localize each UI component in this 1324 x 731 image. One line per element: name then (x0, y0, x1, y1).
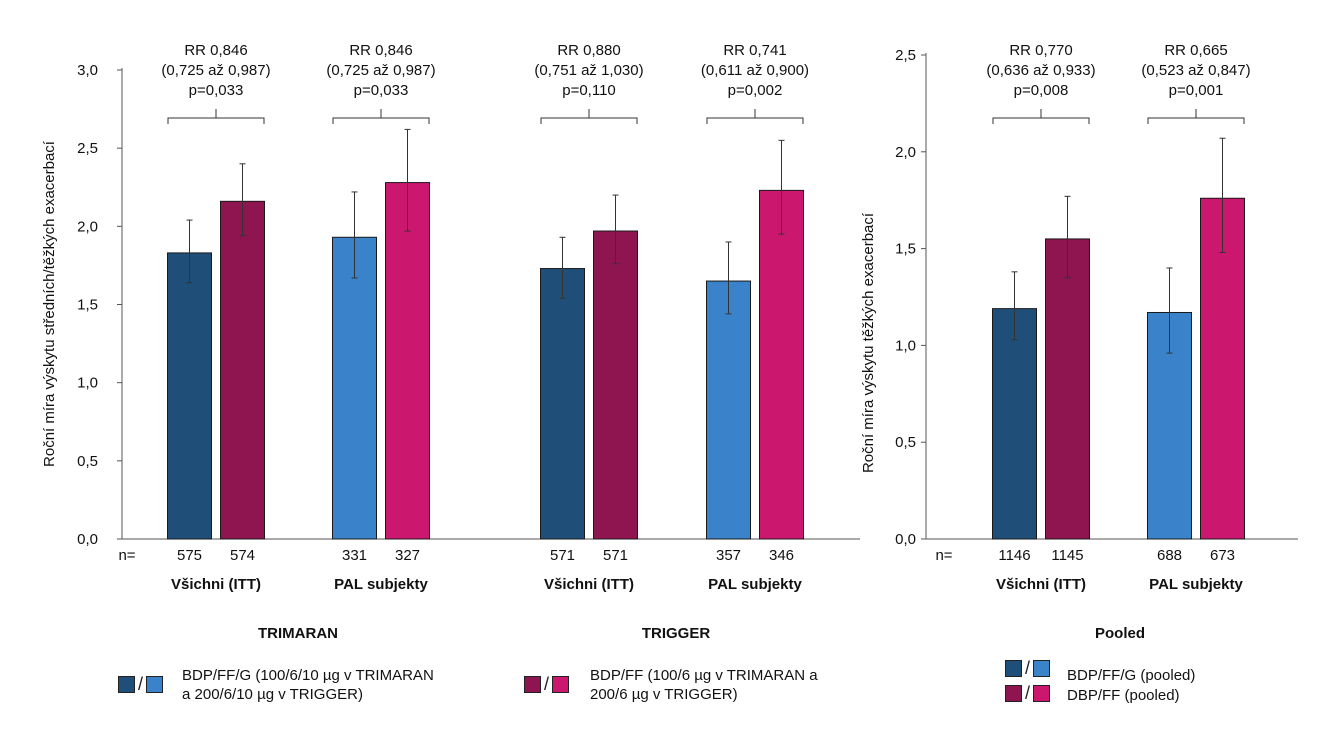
legend-swatch-light-magenta (552, 675, 570, 693)
legend-label-pooled-triple: BDP/FF/G (pooled) (1067, 667, 1196, 684)
legend-label-line: a 200/6/10 µg v TRIGGER) (182, 686, 363, 703)
legend-slash: / (138, 673, 144, 694)
study-title: TRIMARAN (258, 625, 338, 642)
rr-annotation: RR 0,880 (557, 42, 620, 59)
bar (540, 268, 585, 540)
y-tick-label: 0,5 (77, 453, 98, 470)
rr-annotation: p=0,033 (354, 82, 409, 99)
bar (1045, 238, 1090, 540)
y-tick-label: 3,0 (77, 62, 98, 79)
legend-label-line: 200/6 µg v TRIGGER) (590, 686, 738, 703)
n-value: 1146 (998, 547, 1030, 564)
legend-slash: / (544, 673, 550, 694)
rr-annotation: (0,725 až 0,987) (161, 62, 270, 79)
y-tick-label: 1,0 (77, 375, 98, 392)
n-value: 571 (550, 547, 575, 564)
y-tick-label: 1,5 (77, 297, 98, 314)
legend-swatch-light-blue (146, 675, 164, 693)
rr-annotation: RR 0,741 (723, 42, 786, 59)
legend-swatch-pooled-dual: / (1005, 682, 1051, 703)
rr-annotation: p=0,002 (728, 82, 783, 99)
rr-annotation: RR 0,846 (184, 42, 247, 59)
y-tick-label: 2,5 (77, 140, 98, 157)
rr-annotation: (0,751 až 1,030) (534, 62, 643, 79)
group-label: Všichni (ITT) (171, 576, 261, 593)
legend-label-line: BDP/FF (100/6 µg v TRIMARAN a (590, 667, 818, 684)
legend-swatch-dark-magenta (1005, 684, 1022, 702)
n-value: 574 (230, 547, 255, 564)
bar (992, 308, 1037, 540)
study-title: Pooled (1095, 625, 1145, 642)
y-tick-label: 2,5 (895, 47, 916, 64)
rr-annotation: (0,611 až 0,900) (701, 62, 809, 79)
rr-annotation: (0,523 až 0,847) (1141, 62, 1250, 79)
legend-slash: / (1025, 682, 1031, 703)
legend-swatch-light-blue (1033, 659, 1051, 677)
rr-annotation: p=0,110 (562, 82, 616, 99)
rr-annotation: p=0,001 (1169, 82, 1224, 99)
y-axis-label: Roční míra výskytu středních/těžkých exa… (41, 140, 58, 467)
comparison-bracket (706, 117, 804, 124)
group-label: PAL subjekty (708, 576, 802, 593)
legend-label-pooled-dual: DBP/FF (pooled) (1067, 687, 1180, 704)
y-tick-label: 1,0 (895, 337, 916, 354)
n-value: 1145 (1051, 547, 1083, 564)
group-label: PAL subjekty (1149, 576, 1243, 593)
n-value: 331 (342, 547, 367, 564)
bar (759, 189, 804, 540)
rr-annotation: RR 0,665 (1164, 42, 1227, 59)
group-label: Všichni (ITT) (544, 576, 634, 593)
n-value: 571 (603, 547, 628, 564)
n-value: 327 (395, 547, 420, 564)
legend-label-bdp-ff-g: BDP/FF/G (100/6/10 µg v TRIMARAN a 200/6… (182, 666, 434, 704)
legend-swatch-dark-blue (1005, 659, 1022, 677)
bar (220, 200, 265, 540)
n-value: 673 (1210, 547, 1235, 564)
bar (332, 236, 377, 540)
legend-label-line: BDP/FF/G (100/6/10 µg v TRIMARAN (182, 667, 434, 684)
legend-swatch-bdp-ff: / (524, 673, 570, 694)
comparison-bracket (1147, 117, 1245, 124)
y-tick-label: 0,0 (895, 531, 916, 548)
y-tick-label: 2,0 (895, 144, 916, 161)
comparison-bracket (332, 117, 430, 124)
rr-annotation: RR 0,770 (1009, 42, 1072, 59)
group-label: Všichni (ITT) (996, 576, 1086, 593)
y-axis-label: Roční míra výskytu těžkých exacerbací (860, 212, 877, 473)
legend-slash: / (1025, 657, 1031, 678)
rr-annotation: p=0,008 (1014, 82, 1069, 99)
legend-label-bdp-ff: BDP/FF (100/6 µg v TRIMARAN a 200/6 µg v… (590, 666, 818, 704)
n-label: n= (935, 547, 952, 564)
n-value: 688 (1157, 547, 1182, 564)
y-tick-label: 0,0 (77, 531, 98, 548)
rr-annotation: p=0,033 (189, 82, 244, 99)
n-value: 575 (177, 547, 202, 564)
n-value: 346 (769, 547, 794, 564)
legend-swatch-light-magenta (1033, 684, 1051, 702)
rr-annotation: (0,725 až 0,987) (326, 62, 435, 79)
bar (593, 230, 638, 540)
n-value: 357 (716, 547, 741, 564)
legend-swatch-pooled-triple: / (1005, 657, 1051, 678)
comparison-bracket (540, 117, 638, 124)
group-label: PAL subjekty (334, 576, 428, 593)
bar (706, 280, 751, 540)
n-label: n= (118, 547, 135, 564)
legend-swatch-dark-magenta (524, 675, 541, 693)
bar (167, 252, 212, 540)
rr-annotation: RR 0,846 (349, 42, 412, 59)
bar (1200, 197, 1245, 540)
study-title: TRIGGER (642, 625, 711, 642)
comparison-bracket (992, 117, 1090, 124)
bar (385, 182, 430, 540)
y-tick-label: 0,5 (895, 434, 916, 451)
comparison-bracket (167, 117, 265, 124)
rr-annotation: (0,636 až 0,933) (986, 62, 1095, 79)
y-tick-label: 2,0 (77, 218, 98, 235)
legend-swatch-dark-blue (118, 675, 135, 693)
y-tick-label: 1,5 (895, 241, 916, 258)
legend-swatch-bdp-ff-g: / (118, 673, 164, 694)
